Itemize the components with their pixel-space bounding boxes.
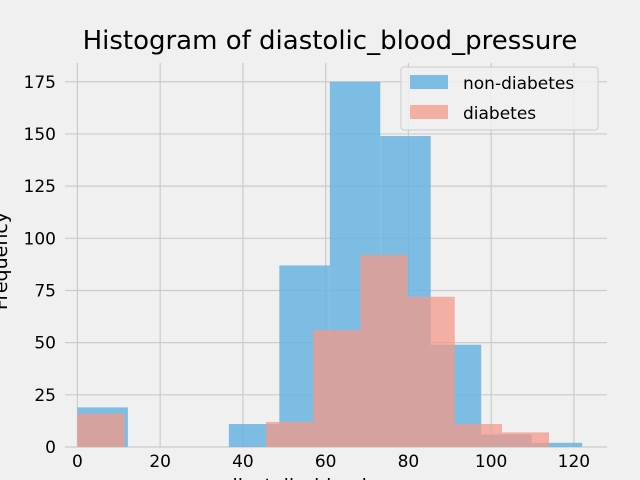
legend-swatch-non-diabetes xyxy=(410,75,448,89)
bar-diabetes xyxy=(360,255,408,447)
histogram-bars xyxy=(77,81,583,448)
y-tick-label: 100 xyxy=(24,229,56,249)
x-tick-label: 80 xyxy=(398,452,420,472)
bar-diabetes xyxy=(266,421,314,447)
y-tick-label: 50 xyxy=(34,334,56,354)
bar-diabetes xyxy=(454,424,502,447)
bar-diabetes xyxy=(407,296,455,447)
y-tick-label: 125 xyxy=(24,177,56,197)
y-tick-label: 75 xyxy=(34,281,56,301)
legend-label-non-diabetes: non-diabetes xyxy=(463,74,574,94)
bar-diabetes xyxy=(77,413,125,447)
x-tick-label: 0 xyxy=(72,452,83,472)
y-axis-label: Frequency xyxy=(0,212,12,310)
y-tick-label: 150 xyxy=(24,125,56,145)
legend: non-diabetes diabetes xyxy=(400,66,599,131)
chart-title: Histogram of diastolic_blood_pressure xyxy=(83,26,578,56)
x-tick-label: 40 xyxy=(232,452,254,472)
x-axis-label: diastolic_blood_pressure xyxy=(226,475,459,480)
y-tick-label: 0 xyxy=(45,438,56,458)
x-tick-label: 120 xyxy=(558,452,590,472)
bar-diabetes xyxy=(313,330,361,447)
legend-label-diabetes: diabetes xyxy=(463,104,536,124)
x-tick-label: 60 xyxy=(315,452,337,472)
bar-diabetes xyxy=(501,432,550,447)
tick-labels: 0 20 40 60 80 100 120 0 25 50 75 100 125 150 175 xyxy=(24,73,591,472)
legend-swatch-diabetes xyxy=(410,105,448,119)
x-tick-label: 100 xyxy=(475,452,507,472)
legend-box xyxy=(400,66,599,131)
y-tick-label: 175 xyxy=(24,73,56,93)
x-tick-label: 20 xyxy=(149,452,171,472)
bar-non-diabetes xyxy=(531,442,583,447)
series-diabetes xyxy=(77,255,550,447)
y-tick-label: 25 xyxy=(34,386,56,406)
